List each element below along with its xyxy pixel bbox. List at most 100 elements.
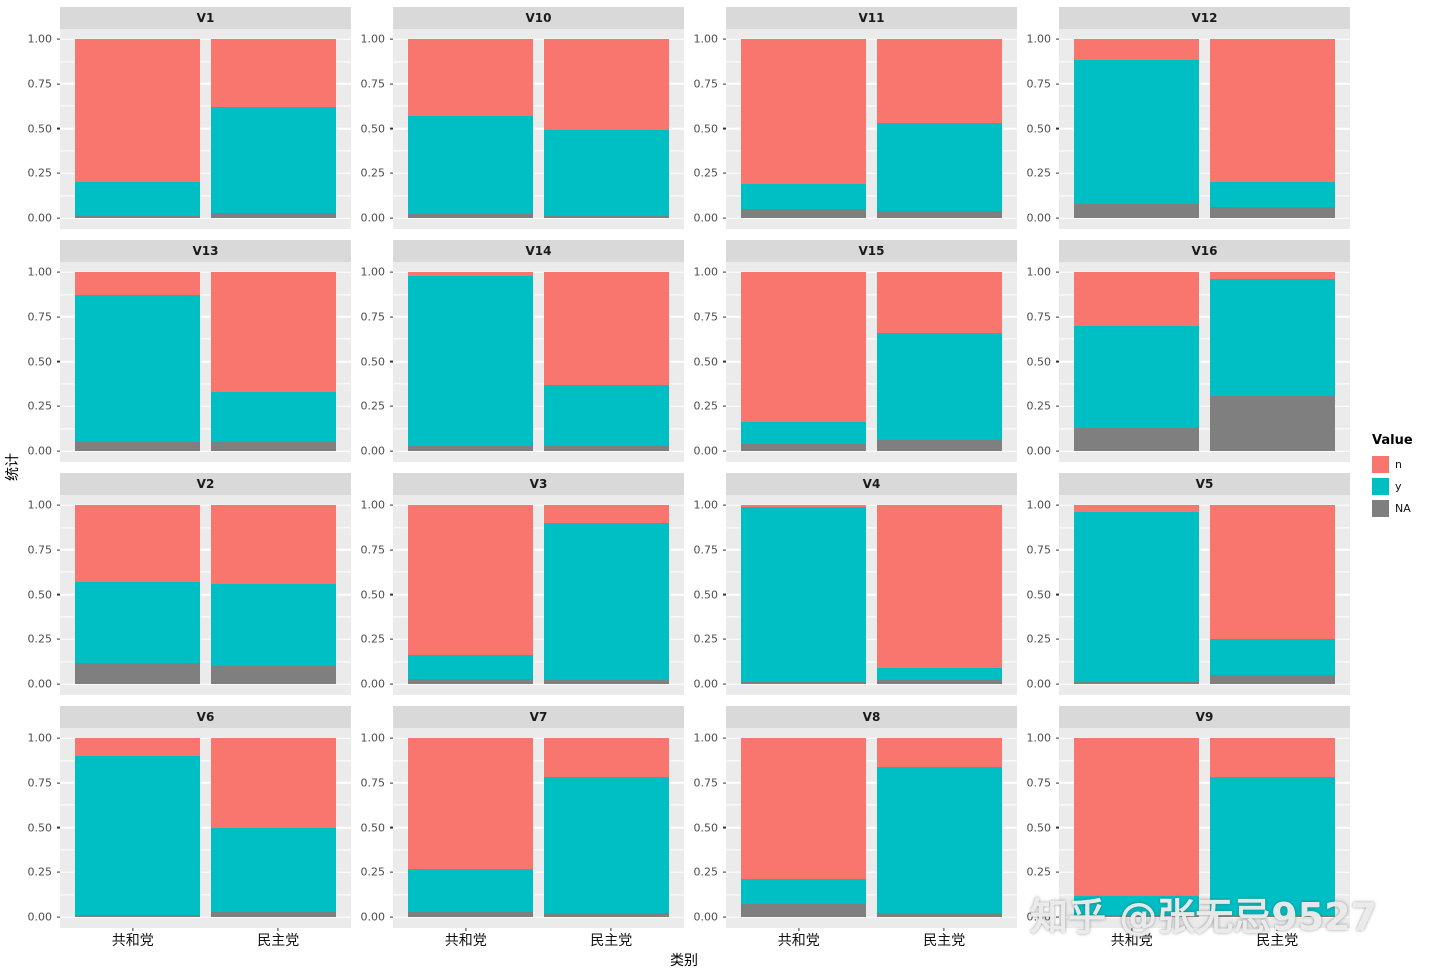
gridline-major: [60, 127, 351, 130]
gridline-major: [1059, 916, 1350, 918]
facet-v5: V5 0.00 0.25 0.50 0.75 1.00: [1017, 473, 1350, 695]
y-tick-label: 0.75: [27, 776, 53, 790]
y-tick-label: 1.00: [360, 498, 386, 512]
gridline-minor: [726, 150, 1017, 152]
y-tick-label: 1.00: [693, 32, 719, 46]
y-tick-label: 0.00: [1026, 211, 1052, 225]
facet-strip: V5: [1059, 473, 1350, 495]
y-tick-label: 0.50: [693, 588, 719, 601]
facet-title: V3: [529, 477, 548, 491]
gridline-major: [726, 549, 1017, 551]
bar-segment-na: [544, 216, 670, 218]
gridline-major: [1059, 683, 1350, 685]
gridline-minor: [393, 60, 684, 62]
y-tick-label: 0.75: [693, 776, 719, 790]
bar-segment-n: [740, 39, 866, 184]
bar-segment-n: [544, 272, 670, 385]
y-tick-mark: [57, 405, 60, 407]
y-tick-label: 0.75: [1026, 543, 1052, 557]
axis-corner: [18, 7, 60, 29]
y-tick-mark: [57, 782, 60, 784]
panel-scale: [60, 38, 351, 219]
bar-democrat: [877, 39, 1003, 218]
gridline-major: [726, 38, 1017, 40]
facet-panel: [1059, 29, 1350, 229]
gridline-minor: [60, 195, 351, 197]
bar-republican: [407, 39, 533, 218]
panel-scale: [393, 271, 684, 452]
y-tick-mark: [723, 593, 726, 596]
bar-democrat: [1210, 738, 1336, 917]
facet-strip: V3: [393, 473, 684, 495]
axis-corner: [1017, 473, 1059, 495]
panel-scale: [726, 504, 1017, 685]
bar-segment-n: [211, 39, 337, 108]
bar-republican: [740, 738, 866, 917]
bar-republican: [1073, 738, 1199, 917]
y-tick-mark: [723, 504, 726, 506]
gridline-major: [726, 316, 1017, 318]
y-tick-label: 0.25: [27, 399, 53, 413]
facet-panel: [60, 495, 351, 695]
facet-v14: V14 0.00 0.25 0.50 0.75 1.00: [351, 240, 684, 462]
y-axis: 0.00 0.25 0.50 0.75 1.00: [18, 728, 60, 928]
bar-democrat: [211, 505, 337, 684]
gridline-major: [393, 871, 684, 873]
bar-republican: [1073, 39, 1199, 218]
bar-republican: [74, 738, 200, 917]
gridline-minor: [60, 571, 351, 573]
facet-v11: V11 0.00 0.25 0.50 0.75 1.00: [684, 7, 1017, 229]
facet-panel: [1059, 728, 1350, 928]
bar-segment-y: [407, 868, 533, 912]
panel-scale: [393, 504, 684, 685]
facet-v9: V9 0.00 0.25 0.50 0.75 1.00 共和党 民主党: [1017, 706, 1350, 954]
panel-scale: [1059, 737, 1350, 918]
gridline-minor: [393, 105, 684, 107]
y-tick-label: 1.00: [693, 498, 719, 512]
gridline-major: [393, 593, 684, 596]
y-axis: 0.00 0.25 0.50 0.75 1.00: [684, 262, 726, 462]
x-axis-ticks: 共和党 民主党: [1059, 928, 1350, 954]
gridline-minor: [726, 849, 1017, 851]
bar-democrat: [1210, 39, 1336, 218]
y-tick-mark: [1056, 782, 1059, 784]
y-axis-scale: 0.00 0.25 0.50 0.75 1.00: [1017, 500, 1059, 690]
y-tick-mark: [723, 549, 726, 551]
bar-segment-n: [740, 738, 866, 880]
gridline-minor: [1059, 759, 1350, 761]
bar-segment-na: [877, 680, 1003, 684]
bar-segment-n: [407, 272, 533, 276]
gridline-major: [60, 826, 351, 829]
y-axis-scale: 0.00 0.25 0.50 0.75 1.00: [351, 34, 393, 224]
x-tick-label: 共和党: [111, 933, 154, 949]
gridline-major: [1059, 316, 1350, 318]
axis-corner: [684, 473, 726, 495]
bar-segment-na: [407, 911, 533, 917]
y-tick-label: 0.50: [27, 355, 53, 368]
facet-panel: [726, 262, 1017, 462]
facet-panel: [60, 728, 351, 928]
y-axis: 0.00 0.25 0.50 0.75 1.00: [351, 29, 393, 229]
bar-segment-n: [407, 738, 533, 869]
bar-segment-y: [1073, 512, 1199, 683]
bar-segment-n: [877, 738, 1003, 767]
facet-panel: [1059, 495, 1350, 695]
gridline-major: [60, 450, 351, 452]
y-tick-mark: [723, 217, 726, 219]
gridline-minor: [726, 526, 1017, 528]
legend-label-y: y: [1395, 480, 1402, 493]
facet-title: V15: [858, 244, 885, 258]
y-tick-label: 0.50: [360, 355, 386, 368]
y-tick-label: 1.00: [27, 731, 53, 745]
facet-strip: V14: [393, 240, 684, 262]
y-tick-mark: [390, 360, 393, 363]
facet-title: V2: [196, 477, 215, 491]
watermark: 知乎 @张无忌9527: [1030, 895, 1377, 939]
panel-scale: [1059, 271, 1350, 452]
y-tick-label: 0.00: [360, 910, 386, 924]
gridline-minor: [393, 150, 684, 152]
gridline-minor: [60, 616, 351, 618]
facet-v10: V10 0.00 0.25 0.50 0.75 1.00: [351, 7, 684, 229]
gridline-minor: [60, 105, 351, 107]
gridline-minor: [1059, 526, 1350, 528]
